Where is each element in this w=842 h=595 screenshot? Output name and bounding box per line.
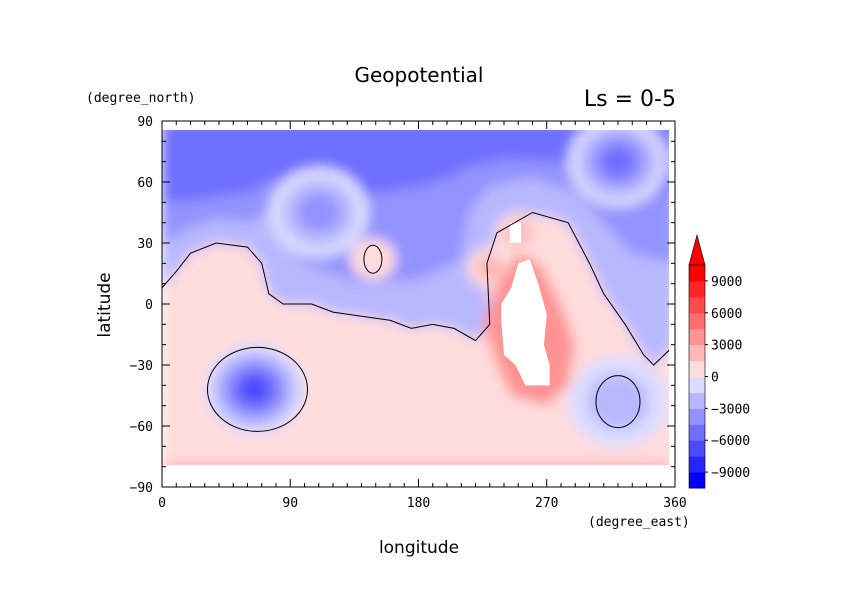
y-tick-label: 0 [145, 298, 153, 313]
colorbar-swatch [689, 424, 705, 441]
geopotential-field [162, 130, 669, 465]
colorbar-swatch [689, 328, 705, 346]
colorbar-extend-arrow [688, 233, 706, 266]
colorbar-labels: 9000 6000 3000 0 −3000 −6000 −9000 [705, 275, 750, 481]
zero-contour-southwest-low [206, 346, 308, 432]
colorbar-swatch [689, 344, 705, 362]
chart-subtitle: Ls = 0-5 [584, 87, 676, 112]
colorbar-label: −9000 [711, 466, 750, 481]
missing-data-region [501, 259, 550, 386]
x-tick-label: 360 [663, 496, 686, 511]
colorbar-swatch [689, 440, 705, 457]
colorbar-swatch [689, 296, 705, 314]
colorbar-label: 9000 [711, 275, 742, 290]
x-tick-label: 0 [158, 496, 166, 511]
colorbar-swatch [689, 360, 705, 377]
y-tick-label: −90 [130, 481, 153, 496]
northern-high-region [162, 130, 669, 223]
feature-2-level-0 [349, 238, 396, 281]
colorbar-label: 3000 [711, 339, 742, 354]
axis-ticks [161, 120, 676, 488]
y-tick-label: −30 [130, 359, 153, 374]
y-tick-label: −60 [130, 420, 153, 435]
colorbar-swatch [689, 456, 705, 473]
x-tick-label: 90 [282, 496, 298, 511]
colorbar-label: −3000 [711, 402, 750, 417]
colorbar-swatch [689, 312, 705, 330]
colorbar-swatch [689, 265, 705, 282]
southern-polar-band [162, 462, 669, 465]
y-tick-label: 90 [137, 115, 153, 130]
colorbar-swatch [689, 280, 705, 298]
feature-5-level-2 [297, 192, 341, 233]
feature-6-level-3 [601, 146, 635, 177]
y-tick-labels: −90 −60 −30 0 30 60 90 [130, 115, 153, 496]
x-tick-label: 270 [535, 496, 558, 511]
feature-1-level-1 [587, 374, 649, 429]
x-tick-label: 180 [407, 496, 430, 511]
colorbar-swatch [689, 472, 705, 489]
zero-contour-small-high [363, 244, 383, 274]
colorbar-label: −6000 [711, 434, 750, 449]
missing-data-peak [509, 222, 522, 243]
y-tick-label: 30 [137, 237, 153, 252]
colorbar-label: 6000 [711, 307, 742, 322]
y-units-label: (degree_north) [86, 91, 196, 106]
feature-0-level-4 [240, 376, 269, 402]
colorbar-swatch [689, 376, 705, 393]
polar-band [162, 130, 669, 138]
x-axis-label: longitude [379, 538, 459, 558]
y-axis-label: latitude [95, 272, 115, 337]
feature-4-level-1 [475, 254, 504, 280]
x-tick-labels: 0 90 180 270 360 [158, 496, 687, 511]
x-units-label: (degree_east) [588, 515, 690, 530]
zero-contour-north [162, 211, 669, 366]
colorbar-swatch [689, 392, 705, 409]
y-tick-label: 60 [137, 176, 153, 191]
colorbar [688, 233, 706, 489]
colorbar-swatch [689, 408, 705, 425]
chart-title: Geopotential [354, 63, 483, 87]
colorbar-label: 0 [711, 371, 719, 386]
zero-contour-southeast-low [595, 375, 641, 429]
